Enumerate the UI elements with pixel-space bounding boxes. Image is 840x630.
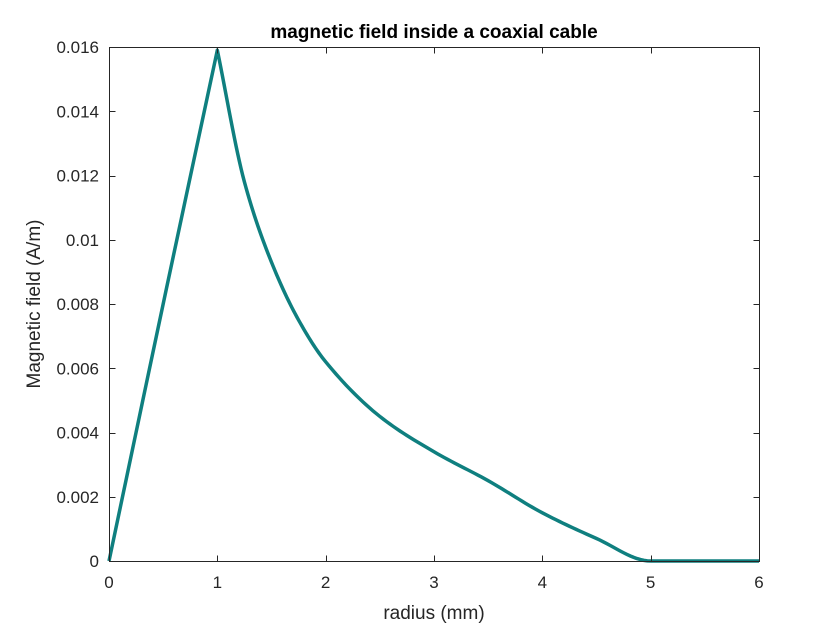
data-layer — [107, 48, 759, 563]
y-tick-label: 0.016 — [56, 38, 99, 57]
series-line — [107, 48, 759, 563]
x-tick-label: 5 — [646, 573, 655, 592]
x-tick-label: 2 — [321, 573, 330, 592]
y-axis-title: Magnetic field (A/m) — [24, 220, 45, 389]
x-tick-label: 0 — [104, 573, 113, 592]
y-tick-label: 0.002 — [56, 488, 99, 507]
y-tick-label: 0.006 — [56, 359, 99, 378]
y-tick-label: 0.012 — [56, 167, 99, 186]
x-axis-title: radius (mm) — [383, 603, 484, 624]
y-tick-label: 0.01 — [66, 231, 99, 250]
x-tick-label: 1 — [213, 573, 222, 592]
plot-area — [109, 47, 759, 561]
x-tick-label: 6 — [754, 573, 763, 592]
y-tick-label: 0.014 — [56, 102, 99, 121]
x-axis-ticks: 0 1 2 3 4 5 6 — [104, 47, 764, 592]
y-tick-label: 0.008 — [56, 295, 99, 314]
y-tick-label: 0.004 — [56, 424, 99, 443]
chart-title: magnetic field inside a coaxial cable — [270, 22, 597, 43]
y-axis-ticks: 0 0.002 0.004 0.006 0.008 0.01 0.012 0.014 0.016 — [56, 38, 760, 571]
y-tick-label: 0 — [90, 552, 99, 571]
x-tick-label: 4 — [538, 573, 547, 592]
x-tick-label: 3 — [429, 573, 438, 592]
